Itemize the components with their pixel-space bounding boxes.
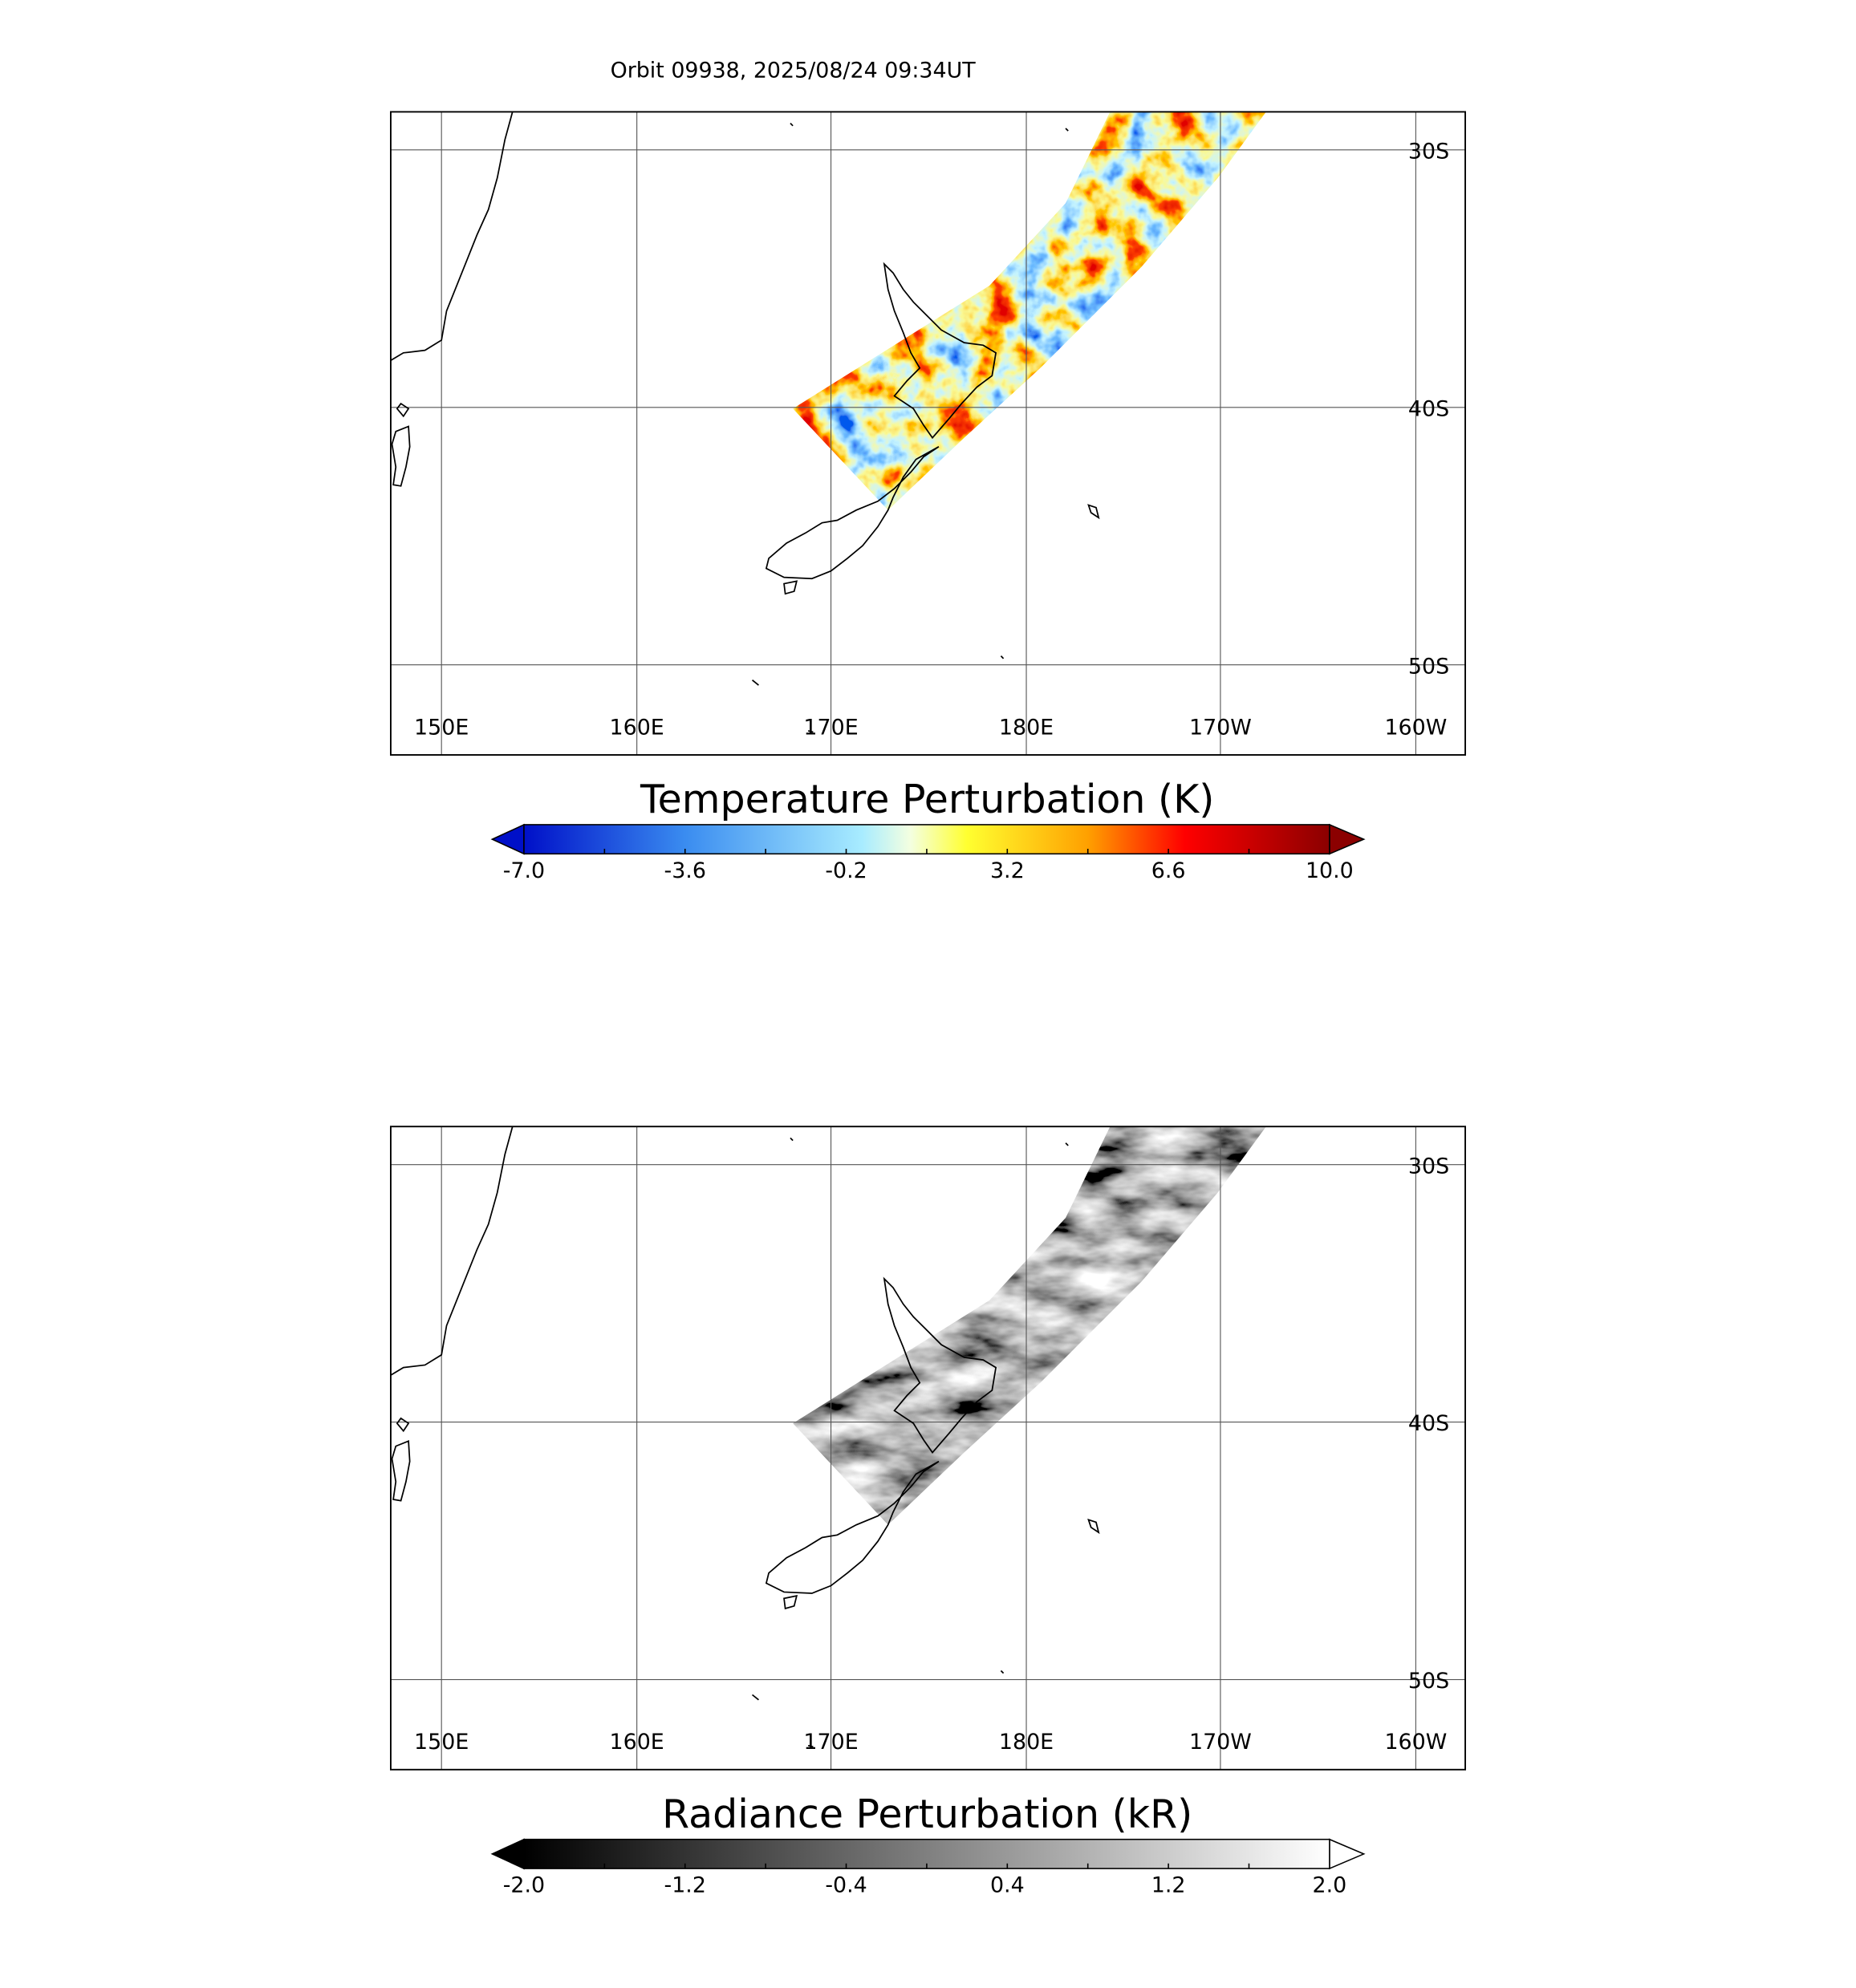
colorbar-tick-label: -7.0 [503,858,545,883]
longitude-label: 160W [1384,1730,1447,1755]
map-panel: 150E 160E 170E 180E 170W 160W 30S 40S 50S Radianc… [389,1126,1467,1898]
longitude-label: 180E [999,1730,1054,1755]
colorbar-tick-label: -0.4 [825,1873,867,1898]
colorbar-tick-label: 1.2 [1151,1873,1186,1898]
colorbar-tick-label: 2.0 [1313,1873,1347,1898]
longitude-label: 170E [803,1730,858,1755]
colorbar-tick-label: 3.2 [990,858,1025,883]
longitude-label: 160E [610,715,664,740]
latitude-label: 40S [1408,396,1449,421]
map-frame [389,111,1467,756]
latitude-label: 30S [1408,1154,1449,1179]
colorbar-arrow-left [490,823,525,855]
longitude-label: 150E [414,715,469,740]
longitude-label: 170W [1189,715,1252,740]
latitude-label: 50S [1408,654,1449,679]
colorbar-title: Radiance Perturbation (kR) [662,1791,1192,1837]
colorbar-arrow-right [1329,1838,1366,1870]
figure-title: Orbit 09938, 2025/08/24 09:34UT [611,58,977,83]
longitude-label: 170E [803,715,858,740]
colorbar-tick-label: 0.4 [990,1873,1025,1898]
longitude-label: 160W [1384,715,1447,740]
colorbar-tick-label: 10.0 [1306,858,1354,883]
map-frame [389,1126,1467,1771]
map-panel: 150E 160E 170E 180E 170W 160W 30S 40S 50S Tempera… [389,111,1467,883]
colorbar-tick-label: -1.2 [664,1873,706,1898]
colorbar-tick-label: -2.0 [503,1873,545,1898]
longitude-label: 160E [610,1730,664,1755]
latitude-label: 40S [1408,1411,1449,1436]
colorbar-tick-label: 6.6 [1151,858,1186,883]
colorbar-arrow-right [1329,823,1366,855]
latitude-label: 30S [1408,140,1449,164]
latitude-label: 50S [1408,1669,1449,1694]
longitude-label: 150E [414,1730,469,1755]
colorbar-arrow-left [490,1838,525,1870]
colorbar-tick-label: -3.6 [664,858,706,883]
colorbar-tick-label: -0.2 [825,858,867,883]
colorbar-title: Temperature Perturbation (K) [640,777,1214,822]
longitude-label: 170W [1189,1730,1252,1755]
longitude-label: 180E [999,715,1054,740]
